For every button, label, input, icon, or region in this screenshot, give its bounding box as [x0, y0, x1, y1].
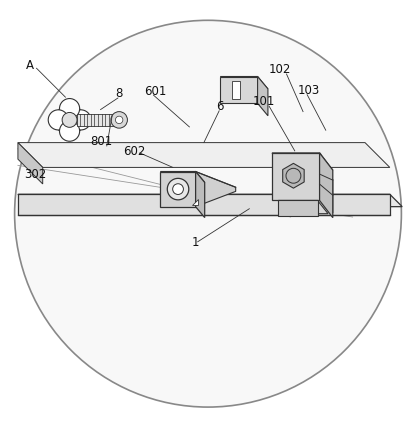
- Text: 101: 101: [253, 95, 275, 108]
- Polygon shape: [258, 76, 268, 116]
- Polygon shape: [319, 162, 333, 213]
- Polygon shape: [220, 76, 258, 103]
- Polygon shape: [278, 201, 317, 216]
- Text: 103: 103: [298, 84, 320, 97]
- Circle shape: [167, 178, 189, 200]
- Text: A: A: [26, 59, 34, 72]
- Polygon shape: [18, 143, 43, 184]
- Text: 102: 102: [269, 63, 292, 76]
- Text: 601: 601: [144, 85, 166, 98]
- Polygon shape: [272, 153, 319, 201]
- Polygon shape: [319, 153, 333, 218]
- Circle shape: [15, 20, 401, 407]
- Circle shape: [71, 110, 91, 130]
- Polygon shape: [77, 114, 119, 126]
- Text: 602: 602: [123, 145, 146, 158]
- Polygon shape: [196, 171, 205, 217]
- Polygon shape: [232, 81, 240, 99]
- Circle shape: [57, 108, 68, 118]
- Polygon shape: [161, 171, 205, 182]
- Circle shape: [59, 121, 79, 141]
- Text: 1: 1: [191, 236, 199, 249]
- Circle shape: [173, 184, 183, 194]
- Circle shape: [115, 116, 123, 124]
- Circle shape: [59, 99, 79, 118]
- Polygon shape: [220, 76, 268, 89]
- Polygon shape: [18, 143, 390, 168]
- Text: 801: 801: [90, 135, 112, 148]
- Polygon shape: [278, 201, 328, 214]
- Polygon shape: [18, 194, 390, 215]
- Circle shape: [48, 110, 68, 130]
- Circle shape: [71, 121, 82, 132]
- Circle shape: [71, 108, 82, 118]
- Polygon shape: [18, 194, 402, 207]
- Circle shape: [57, 121, 68, 132]
- Polygon shape: [196, 171, 236, 207]
- Text: 6: 6: [216, 99, 224, 112]
- Polygon shape: [272, 153, 333, 170]
- Text: 8: 8: [115, 87, 122, 100]
- Circle shape: [111, 112, 127, 128]
- Circle shape: [62, 112, 77, 127]
- Polygon shape: [161, 171, 196, 207]
- Text: 302: 302: [24, 168, 46, 181]
- Polygon shape: [283, 163, 304, 188]
- Polygon shape: [192, 199, 198, 204]
